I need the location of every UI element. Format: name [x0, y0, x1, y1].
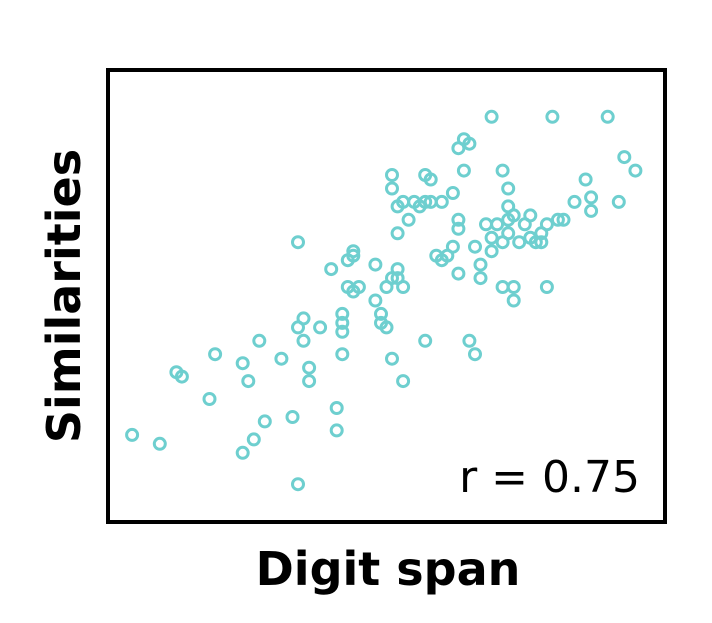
correlation-annotation: r = 0.75	[459, 452, 640, 503]
y-axis-label: Similarities	[37, 149, 91, 443]
data-point-23	[335, 347, 350, 362]
data-point-16	[291, 235, 305, 250]
data-point-19	[302, 360, 317, 375]
data-point-6	[235, 356, 250, 371]
data-point-18	[296, 311, 311, 326]
plot-frame	[106, 68, 667, 524]
data-point-67	[451, 221, 466, 236]
data-point-7	[235, 445, 250, 460]
data-point-5	[208, 347, 223, 362]
data-point-76	[473, 271, 488, 286]
data-point-25	[335, 324, 350, 339]
data-point-65	[445, 239, 460, 254]
data-point-1	[152, 436, 167, 451]
data-point-49	[390, 226, 405, 241]
data-point-103	[550, 212, 565, 227]
data-point-104	[556, 212, 571, 227]
data-point-42	[385, 181, 399, 196]
data-point-21	[313, 320, 328, 335]
data-point-82	[490, 217, 505, 232]
data-point-84	[501, 226, 516, 241]
data-point-93	[512, 235, 527, 250]
x-axis-label: Digit span	[256, 542, 521, 596]
data-point-71	[456, 163, 471, 178]
data-point-85	[495, 280, 510, 294]
data-point-50	[385, 351, 399, 366]
data-point-9	[246, 432, 261, 447]
data-point-36	[368, 293, 383, 308]
data-point-109	[617, 150, 632, 165]
data-point-31	[346, 248, 361, 263]
data-point-80	[484, 230, 499, 245]
data-point-111	[600, 109, 615, 124]
data-point-102	[545, 109, 560, 124]
data-point-20	[302, 374, 317, 389]
data-point-106	[584, 203, 599, 218]
data-point-75	[468, 239, 482, 254]
data-point-14	[291, 477, 305, 492]
data-point-87	[501, 181, 516, 196]
data-point-8	[241, 374, 256, 389]
data-point-24	[335, 315, 350, 330]
data-point-66	[451, 212, 466, 227]
data-point-22	[324, 262, 339, 277]
data-point-95	[523, 208, 538, 223]
data-point-51	[396, 374, 411, 389]
data-point-61	[434, 194, 449, 209]
data-point-74	[462, 333, 477, 348]
data-point-4	[202, 392, 217, 406]
data-point-91	[506, 293, 521, 308]
data-point-34	[351, 280, 366, 294]
data-point-79	[484, 109, 499, 124]
data-point-11	[257, 414, 272, 429]
data-point-58	[418, 333, 433, 348]
data-point-77	[473, 257, 488, 272]
data-point-32	[346, 244, 361, 259]
data-point-110	[578, 172, 593, 187]
data-point-64	[445, 186, 460, 200]
data-point-52	[401, 212, 416, 227]
data-point-40	[379, 320, 394, 335]
data-point-0	[125, 427, 140, 442]
data-point-56	[418, 168, 433, 182]
data-point-26	[329, 401, 344, 415]
data-point-101	[539, 280, 554, 294]
data-point-28	[335, 306, 350, 321]
data-point-112	[628, 163, 643, 178]
data-point-35	[368, 257, 383, 272]
data-point-68	[451, 266, 466, 281]
data-point-47	[396, 280, 411, 294]
data-point-100	[539, 217, 554, 232]
data-point-48	[390, 262, 405, 277]
data-point-43	[385, 168, 399, 182]
data-point-17	[296, 333, 311, 348]
data-point-97	[523, 230, 538, 245]
data-point-88	[495, 163, 510, 178]
data-point-90	[506, 208, 521, 223]
data-point-57	[418, 194, 433, 209]
data-point-27	[329, 423, 344, 438]
points-layer	[125, 109, 643, 492]
data-point-98	[534, 235, 549, 250]
data-point-105	[567, 194, 582, 209]
data-point-81	[484, 244, 499, 259]
data-point-3	[174, 369, 189, 384]
data-point-10	[252, 333, 267, 348]
data-point-37	[374, 306, 388, 321]
data-point-107	[584, 190, 599, 205]
data-point-72	[462, 136, 477, 151]
data-point-108	[611, 194, 626, 209]
data-point-13	[285, 410, 300, 424]
data-point-12	[274, 351, 289, 366]
data-point-78	[479, 217, 493, 232]
data-point-73	[468, 347, 482, 362]
data-point-92	[506, 280, 521, 294]
